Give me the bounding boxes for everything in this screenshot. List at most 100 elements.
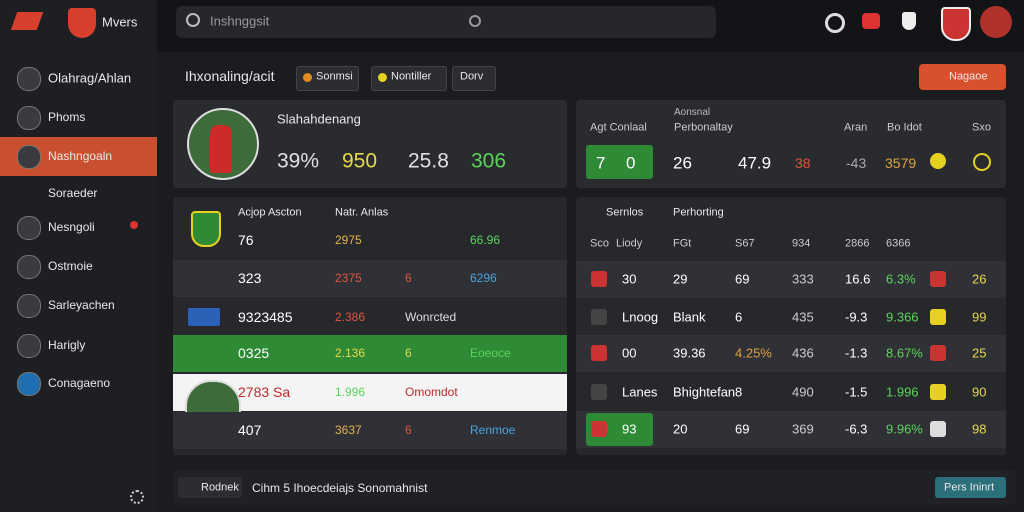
- chip-icon: [303, 73, 312, 82]
- table-cell: Lanes: [622, 384, 658, 400]
- summary-column: Perbonaltay: [674, 121, 733, 134]
- table-cell: 8.67%: [886, 345, 923, 361]
- footer: [173, 470, 1016, 505]
- row-badge: [930, 309, 946, 325]
- table-cell: 407: [238, 422, 262, 438]
- action-button[interactable]: [919, 64, 1006, 90]
- team-badge[interactable]: [941, 7, 971, 41]
- table-cell: 2.136: [335, 346, 366, 360]
- nav-item: Ostmoie: [48, 259, 93, 273]
- sidebar-tool[interactable]: [130, 490, 144, 504]
- summary-column: Agt Conlaal: [590, 121, 647, 134]
- summary-value: 47.9: [738, 153, 772, 173]
- table-cell: 369: [792, 421, 814, 437]
- table-cell: 00: [622, 345, 637, 361]
- column-header: Liody: [616, 237, 643, 250]
- chip-label: Sonmsi: [316, 70, 353, 83]
- nav-icon: [17, 372, 41, 396]
- footer-text: Cihm 5 Ihoecdeiajs Sonomahnist: [252, 481, 428, 495]
- table-cell: -1.3: [845, 345, 868, 361]
- table-cell: 2975: [335, 233, 362, 247]
- player-stat: 39%: [277, 149, 320, 173]
- nav-icon: [17, 67, 41, 91]
- chip[interactable]: [296, 66, 359, 91]
- table-cell: 436: [792, 345, 814, 361]
- table-cell: 6: [735, 309, 743, 325]
- footer-button[interactable]: [935, 477, 1006, 498]
- table-cell: 29: [673, 271, 688, 287]
- table-cell: 3637: [335, 423, 362, 437]
- brand: Mvers: [102, 14, 138, 30]
- action-button-label: Nagaoe: [949, 70, 988, 83]
- table-cell: 25: [972, 345, 987, 361]
- summary-value: 26: [673, 153, 692, 173]
- nav-item: Nesngoli: [48, 220, 95, 234]
- table-cell: 1.996: [335, 385, 366, 399]
- team-flag: [188, 308, 220, 326]
- table-cell: 0325: [238, 345, 270, 361]
- table-cell: 16.6: [845, 271, 871, 287]
- nav-item: Olahrag/Ahlan: [48, 70, 132, 86]
- table-cell: Lnoog: [622, 309, 659, 325]
- table-cell: 90: [972, 384, 987, 400]
- summary-highlight: [586, 145, 653, 179]
- footer-tag-bg: [178, 477, 242, 498]
- table-cell: Blank: [673, 309, 706, 325]
- nav-item: Conagaeno: [48, 376, 111, 390]
- logo: [68, 8, 96, 38]
- player-name: Slahahdenang: [277, 111, 361, 127]
- settings-icon[interactable]: [825, 13, 845, 33]
- team-badge: [191, 211, 221, 247]
- table-cell: 9323485: [238, 309, 293, 325]
- nav-item: Soraeder: [48, 186, 98, 200]
- table-cell: 2783 Sa: [238, 384, 291, 400]
- column-header: Acjop Ascton: [238, 206, 302, 219]
- search-box[interactable]: [176, 6, 716, 38]
- search-placeholder: Inshnggsit: [210, 13, 270, 29]
- chip-icon: [378, 73, 387, 82]
- table-cell: Renmoe: [470, 423, 516, 437]
- chip-label: Dorv: [460, 70, 484, 83]
- nav-item: Sarleyachen: [48, 298, 115, 312]
- table-row: [173, 335, 567, 372]
- nav-icon: [17, 294, 41, 318]
- table-cell: 2375: [335, 271, 362, 285]
- table-cell: -6.3: [845, 421, 868, 437]
- search-icon: [186, 13, 200, 27]
- player-figure: [210, 125, 232, 173]
- row-badge: [930, 421, 946, 437]
- column-header: FGt: [673, 237, 692, 250]
- row-icon: [591, 345, 607, 361]
- table-cell: 4.25%: [735, 345, 772, 361]
- alert-icon[interactable]: [862, 13, 880, 29]
- chip[interactable]: [452, 66, 496, 91]
- table-cell: 490: [792, 384, 814, 400]
- table-cell: 9.96%: [886, 421, 923, 437]
- table-cell: 435: [792, 309, 814, 325]
- table-cell: 30: [622, 271, 637, 287]
- avatar[interactable]: [980, 6, 1012, 38]
- table-cell: 6: [405, 346, 412, 360]
- summary-value: 7: [596, 153, 606, 173]
- shield-icon[interactable]: [902, 12, 916, 30]
- table-cell: 66.96: [470, 233, 501, 247]
- summary-column: Sxo: [972, 121, 991, 134]
- nav-badge: [130, 221, 138, 229]
- row-icon: [591, 309, 607, 325]
- row-icon: [591, 384, 607, 400]
- table-cell: 6.3%: [886, 271, 916, 287]
- row-icon: [591, 421, 607, 437]
- column-header: 2866: [845, 237, 870, 250]
- status-ring: [973, 153, 991, 171]
- table-cell: -9.3: [845, 309, 868, 325]
- player-stat: 306: [471, 149, 507, 173]
- nav-icon: [17, 334, 41, 358]
- table-cell: 93: [622, 421, 637, 437]
- table-cell: 99: [972, 309, 987, 325]
- table-cell: 69: [735, 421, 750, 437]
- footer-tag: Rodnek: [201, 481, 239, 494]
- column-header: 6366: [886, 237, 911, 250]
- table-cell: 1.996: [886, 384, 919, 400]
- table-row: [173, 299, 567, 336]
